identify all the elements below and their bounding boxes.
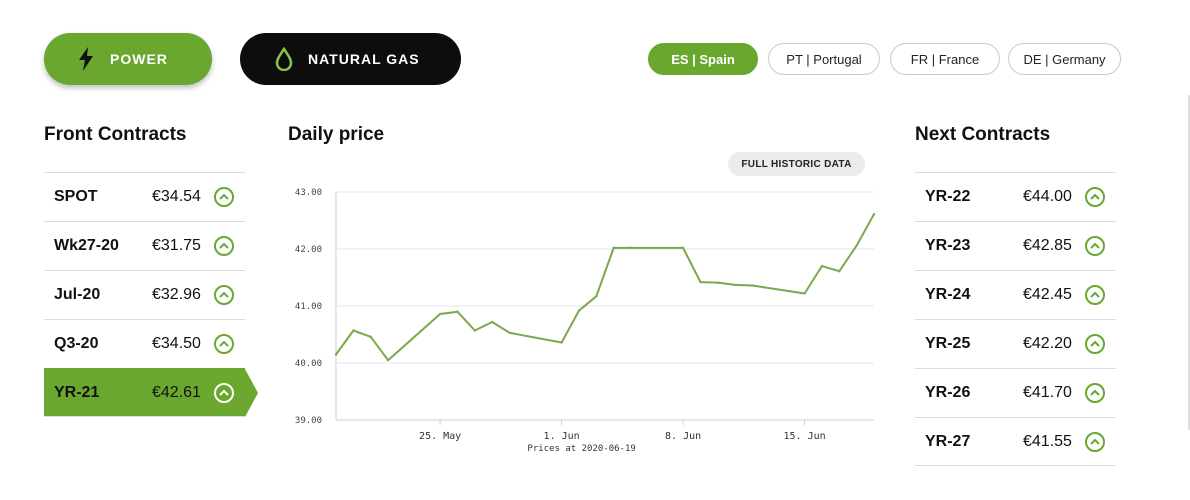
next-row-yr-23[interactable]: YR-23 €42.85 [915, 221, 1116, 270]
next-row-yr-24[interactable]: YR-24 €42.45 [915, 270, 1116, 319]
contract-price: €41.70 [1023, 384, 1072, 401]
chevron-up-icon[interactable] [214, 285, 234, 305]
front-contracts-list: SPOT €34.54 Wk27-20 €31.75 Jul-20 €32.96… [44, 172, 258, 417]
chevron-up-icon[interactable] [214, 334, 234, 354]
natural-gas-button[interactable]: NATURAL GAS [240, 33, 461, 85]
next-contracts-list: YR-22 €44.00 YR-23 €42.85 YR-24 €42.45 Y… [915, 172, 1116, 466]
daily-price-title: Daily price [288, 124, 385, 145]
price-point [595, 295, 598, 298]
contract-name: SPOT [54, 188, 98, 205]
contract-price: €44.00 [1023, 188, 1072, 205]
price-point [369, 335, 372, 338]
chevron-up-icon[interactable] [214, 382, 234, 403]
price-point [386, 358, 390, 362]
chevron-up-icon[interactable] [214, 187, 234, 207]
chart-caption: Prices at 2020-06-19 [527, 444, 635, 454]
contract-name: YR-24 [925, 286, 971, 303]
chevron-up-icon[interactable] [1085, 236, 1105, 256]
next-row-yr-26[interactable]: YR-26 €41.70 [915, 368, 1116, 417]
contract-price: €32.96 [152, 286, 201, 303]
price-point [716, 281, 720, 284]
chevron-up-icon[interactable] [1085, 334, 1105, 354]
contract-price: €42.20 [1023, 335, 1072, 352]
price-point [334, 353, 338, 356]
panel-divider [1188, 95, 1190, 430]
contract-name: YR-23 [925, 237, 971, 254]
x-tick-label: 8. Jun [665, 431, 701, 442]
next-row-yr-25[interactable]: YR-25 €42.20 [915, 319, 1116, 368]
contract-price: €34.50 [152, 335, 201, 352]
price-point [681, 246, 685, 250]
price-point [872, 213, 876, 216]
contract-price: €42.45 [1023, 286, 1072, 303]
price-point [508, 331, 511, 334]
contract-name: Wk27-20 [54, 237, 119, 254]
price-point [456, 310, 459, 313]
price-point [473, 329, 477, 332]
contract-price: €31.75 [152, 237, 201, 254]
y-tick-label: 43.00 [295, 188, 322, 198]
price-series-line [335, 213, 875, 362]
country-pt[interactable]: PT | Portugal [768, 43, 880, 75]
y-tick-label: 40.00 [295, 359, 322, 369]
chevron-up-icon[interactable] [214, 236, 234, 256]
x-tick-label: 25. May [419, 431, 461, 442]
front-row-jul-20[interactable]: Jul-20 €32.96 [44, 270, 245, 319]
contract-name: YR-26 [925, 384, 971, 401]
next-row-yr-22[interactable]: YR-22 €44.00 [915, 172, 1116, 221]
power-button[interactable]: POWER [44, 33, 212, 85]
price-point [838, 270, 841, 273]
natural-gas-label: NATURAL GAS [308, 51, 420, 67]
front-row-wk27-20[interactable]: Wk27-20 €31.75 [44, 221, 245, 270]
contract-price: €41.55 [1023, 432, 1072, 450]
contract-price: €34.54 [152, 188, 201, 205]
y-tick-label: 41.00 [295, 302, 322, 312]
price-point [352, 329, 355, 332]
price-point [560, 341, 563, 344]
contract-price: €42.61 [152, 383, 201, 401]
y-tick-label: 39.00 [295, 416, 322, 426]
contract-name: YR-25 [925, 335, 971, 352]
chevron-up-icon[interactable] [1085, 431, 1105, 452]
chevron-up-icon[interactable] [1085, 187, 1105, 207]
front-row-spot[interactable]: SPOT €34.54 [44, 172, 245, 221]
contract-name: Q3-20 [54, 335, 99, 352]
contract-price: €42.85 [1023, 237, 1072, 254]
price-point [612, 246, 615, 250]
front-contracts-title: Front Contracts [44, 124, 187, 145]
price-point [490, 320, 494, 324]
contract-name: Jul-20 [54, 286, 101, 303]
x-tick-label: 1. Jun [544, 431, 580, 442]
country-es[interactable]: ES | Spain [648, 43, 758, 75]
contract-name: YR-27 [925, 432, 971, 450]
contract-name: YR-21 [54, 383, 100, 401]
next-contracts-title: Next Contracts [915, 124, 1051, 145]
price-point [855, 244, 858, 247]
daily-price-chart: 39.00 40.00 41.00 42.00 43.00 25. May 1. Jun 8.… [295, 188, 876, 454]
front-row-yr-21[interactable]: YR-21 €42.61 [44, 368, 258, 417]
chevron-up-icon[interactable] [1085, 383, 1105, 403]
chevron-up-icon[interactable] [1085, 285, 1105, 305]
price-point [820, 264, 824, 268]
price-point [751, 284, 754, 287]
price-point [733, 283, 737, 287]
country-fr[interactable]: FR | France [890, 43, 1000, 75]
power-label: POWER [110, 51, 168, 67]
price-point [438, 312, 442, 316]
price-point [699, 280, 702, 284]
price-point [803, 292, 806, 295]
y-tick-label: 42.00 [295, 245, 322, 255]
front-row-q3-20[interactable]: Q3-20 €34.50 [44, 319, 245, 368]
contract-name: YR-22 [925, 188, 971, 205]
flame-drop-icon [272, 47, 296, 71]
lightning-bolt-icon [74, 47, 98, 71]
next-row-yr-27[interactable]: YR-27 €41.55 [915, 417, 1116, 466]
x-tick-label: 15. Jun [784, 431, 826, 442]
price-point [629, 246, 633, 250]
country-de[interactable]: DE | Germany [1008, 43, 1121, 75]
price-point [577, 309, 581, 312]
full-historic-data-button[interactable]: FULL HISTORIC DATA [728, 152, 865, 176]
